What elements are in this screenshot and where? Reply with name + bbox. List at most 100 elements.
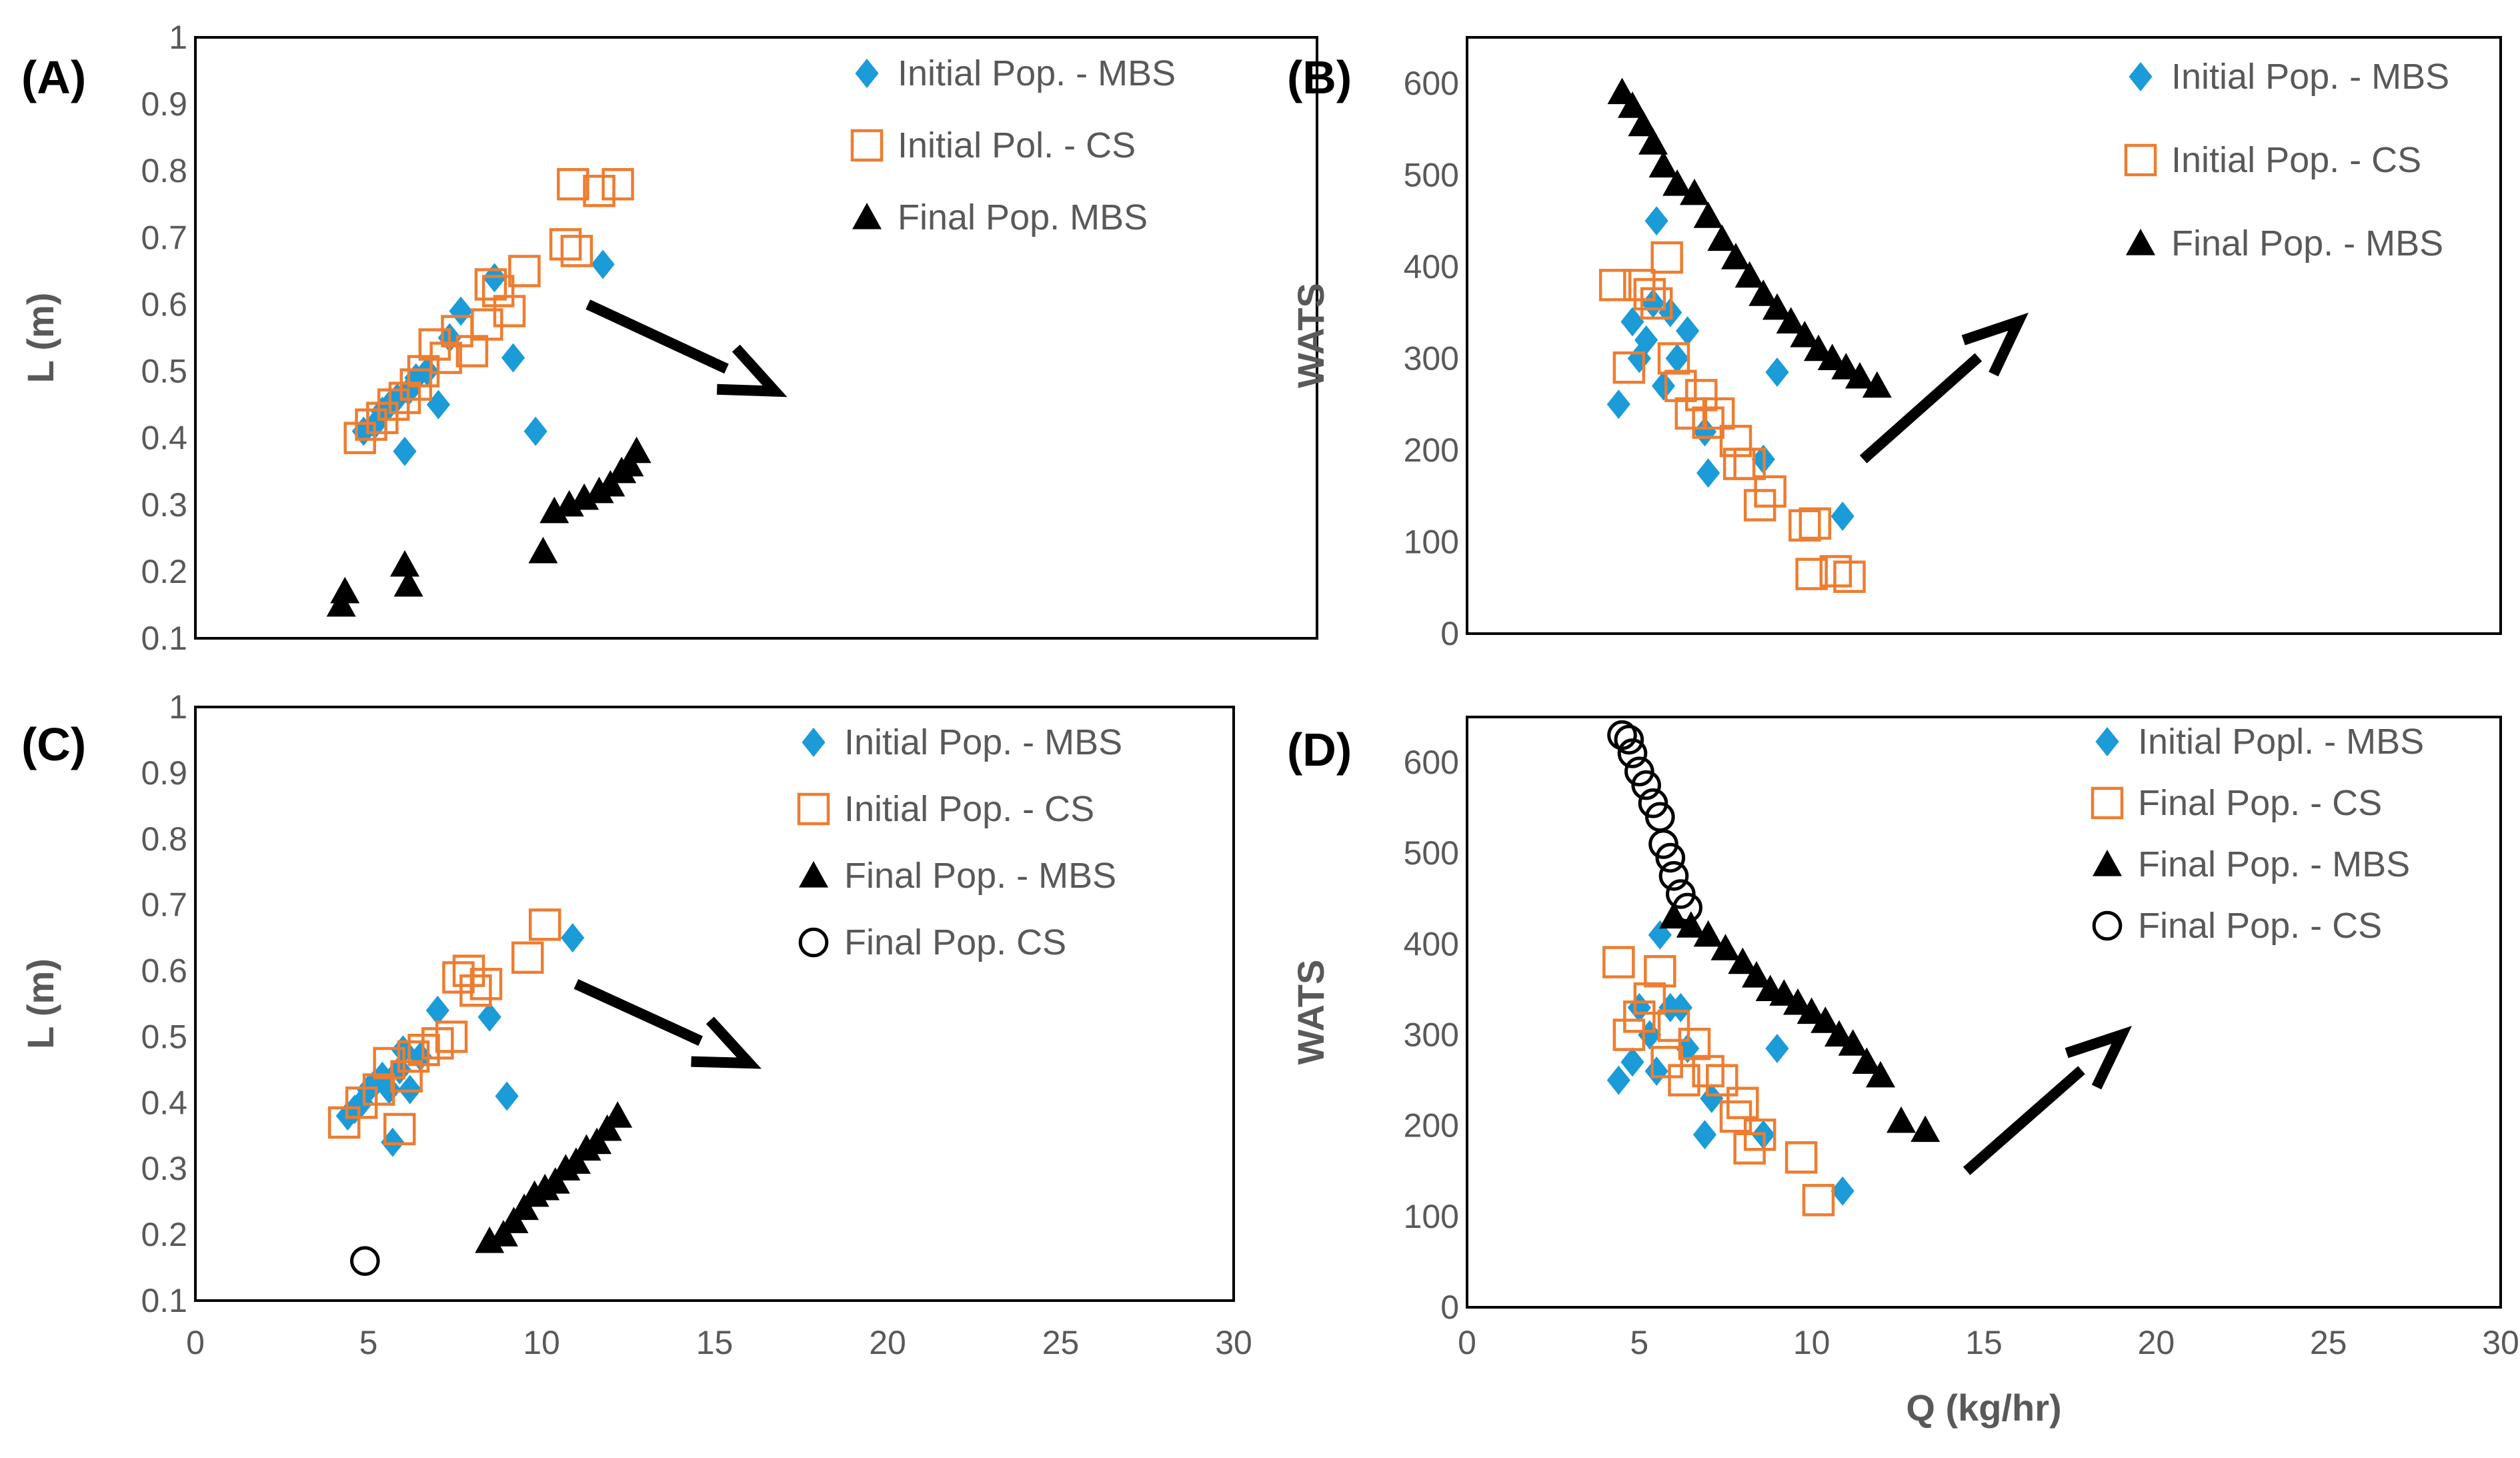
data-point	[1783, 988, 1812, 1015]
data-point	[1790, 321, 1820, 347]
data-point	[1862, 371, 1892, 398]
data-point	[1802, 1184, 1835, 1217]
data-point	[429, 341, 462, 374]
legend-label: Final Pop. MBS	[898, 197, 1148, 237]
data-point	[1631, 770, 1661, 800]
series-circle	[350, 1246, 380, 1276]
data-point	[1623, 1000, 1656, 1033]
x-tick-label: 5	[1630, 1324, 1648, 1361]
data-point	[1614, 724, 1644, 755]
data-point	[1640, 287, 1673, 320]
data-point	[1602, 946, 1635, 978]
data-point	[459, 974, 492, 1007]
y-tick-label: 200	[1404, 1107, 1459, 1145]
data-point	[1886, 1106, 1916, 1133]
legend-label: Initial Popl. - MBS	[2138, 722, 2424, 762]
data-point	[1676, 316, 1700, 346]
data-point	[1627, 992, 1651, 1022]
y-tick-label: 0.2	[141, 1216, 187, 1253]
data-point	[1623, 269, 1656, 301]
data-point	[1706, 1064, 1738, 1097]
y-tick-label: 100	[1404, 523, 1459, 560]
data-point	[1606, 390, 1630, 420]
x-tick-label: 25	[2310, 1324, 2347, 1361]
y-tick-label: 600	[1404, 65, 1459, 102]
legend-label: Final Pop. - CS	[2138, 906, 2382, 946]
data-point	[554, 490, 584, 517]
data-point	[1651, 371, 1676, 401]
legend-label: Initial Pop. - MBS	[844, 722, 1122, 762]
legend-marker	[2129, 62, 2153, 91]
series-triangle	[1659, 902, 1941, 1143]
x-tick-label: 15	[696, 1324, 734, 1361]
y-tick-label: 0.7	[141, 886, 187, 924]
data-point	[481, 275, 515, 307]
data-point	[584, 476, 614, 504]
y-axis-label: WATS	[1290, 960, 1332, 1065]
data-point	[1620, 1047, 1644, 1077]
data-point	[1833, 560, 1866, 593]
panel-4: 0 100 200 300 400 500 600 0 5 10 15 20 25 30 WATS Q (kg…	[1287, 716, 2519, 1429]
data-point	[477, 1002, 501, 1032]
y-tick-label: 0.8	[141, 152, 187, 189]
trend-arrow-head	[691, 1016, 762, 1069]
data-point	[1866, 1060, 1895, 1088]
data-point	[1721, 243, 1750, 269]
data-point	[1634, 325, 1658, 355]
legend-marker	[2124, 143, 2157, 177]
legend-label: Initial Pop. - MBS	[898, 53, 1176, 93]
data-point	[1911, 1115, 1941, 1143]
y-tick-label: 0.5	[141, 1018, 187, 1055]
data-point	[1618, 91, 1647, 118]
data-point	[377, 388, 410, 421]
data-point	[1754, 475, 1786, 508]
legend-label: Initial Pop. - CS	[2171, 140, 2421, 180]
panel-label: (D)	[1287, 724, 1352, 776]
data-point	[603, 1101, 633, 1128]
data-point	[1765, 357, 1789, 388]
legend-marker	[2126, 229, 2155, 255]
data-point	[435, 1020, 468, 1053]
data-point	[393, 436, 417, 466]
data-point	[591, 249, 615, 279]
y-tick-label: 500	[1404, 834, 1459, 872]
plot-frame	[1466, 36, 2502, 635]
panel-1: 0.1 0.2 0.3 0.4 0.5 0.6 0.7 0.8 0.9 1 L (m) (A) Init…	[19, 19, 1318, 657]
data-point	[539, 496, 569, 524]
y-tick-label: 400	[1404, 248, 1459, 285]
trend-arrow-shaft	[585, 299, 729, 374]
y-tick-label: 0.1	[141, 1282, 187, 1319]
series-triangle	[326, 436, 652, 617]
y-tick-label: 0.9	[141, 85, 187, 123]
data-point	[1657, 1009, 1690, 1042]
data-point	[1830, 1176, 1854, 1206]
y-tick-label: 0.3	[141, 1150, 187, 1187]
data-point	[1762, 293, 1792, 320]
legend-marker	[855, 59, 879, 88]
data-point	[1798, 507, 1832, 540]
data-point	[523, 416, 547, 446]
panel-label: (C)	[21, 718, 86, 770]
data-point	[1650, 1046, 1683, 1078]
trend-arrow-shaft	[1859, 353, 1983, 464]
data-point	[1657, 342, 1690, 375]
data-point	[614, 450, 644, 477]
data-point	[1638, 128, 1668, 155]
y-tick-label: 0.9	[141, 754, 187, 792]
data-point	[528, 536, 558, 564]
legend-marker	[852, 203, 882, 229]
data-point	[1612, 351, 1646, 384]
data-point	[569, 483, 599, 510]
legend: Initial Pop. - MBS Initial Pol. - CS Final…	[850, 53, 1176, 237]
trend-arrow-head	[716, 344, 788, 398]
data-point	[1607, 720, 1637, 750]
data-point	[1817, 343, 1847, 370]
data-point	[1644, 206, 1668, 236]
y-tick-label: 0	[1440, 615, 1459, 652]
legend-marker	[799, 861, 828, 888]
legend-marker	[2095, 727, 2119, 756]
data-point	[1733, 448, 1766, 480]
y-tick-label: 0.4	[141, 420, 187, 457]
data-point	[1693, 920, 1723, 947]
data-point	[1633, 277, 1666, 311]
